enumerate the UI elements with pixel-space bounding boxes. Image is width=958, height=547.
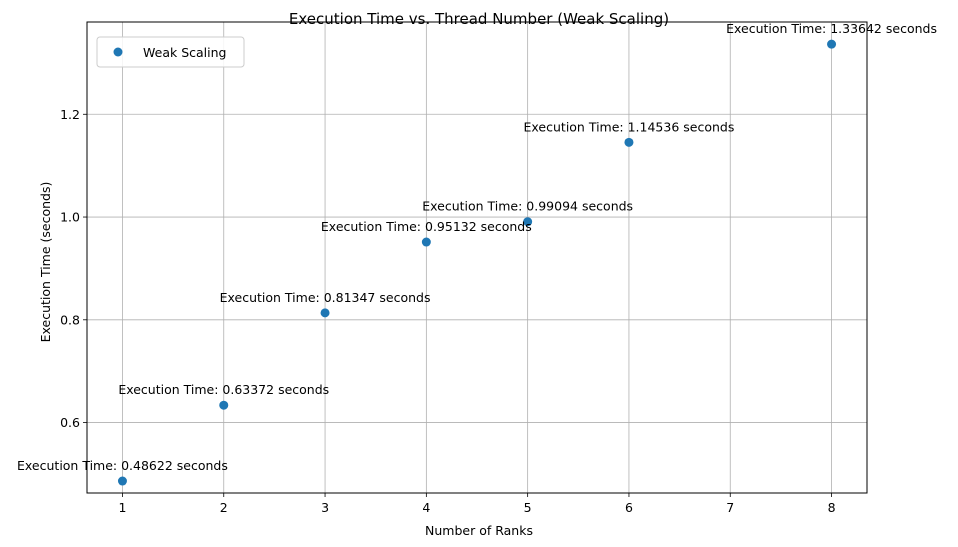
chart-title: Execution Time vs. Thread Number (Weak S…	[289, 10, 669, 28]
data-label: Execution Time: 0.63372 seconds	[118, 382, 329, 397]
grid	[87, 22, 867, 493]
x-tick-label: 8	[828, 500, 836, 515]
y-axis: 0.6 0.8 1.0 1.2	[60, 107, 87, 430]
data-label: Execution Time: 0.95132 seconds	[321, 219, 532, 234]
data-label: Execution Time: 1.14536 seconds	[524, 119, 735, 134]
plot-frame	[86, 21, 868, 494]
data-point	[117, 476, 127, 486]
data-label: Execution Time: 0.48622 seconds	[17, 458, 228, 473]
legend: Weak Scaling	[96, 36, 245, 68]
legend-label: Weak Scaling	[143, 45, 226, 60]
legend-marker	[113, 47, 123, 57]
x-axis: 1 2 3 4 5 6 7 8	[118, 493, 836, 515]
x-tick-label: 6	[625, 500, 633, 515]
x-tick-label: 7	[726, 500, 734, 515]
x-tick-label: 2	[220, 500, 228, 515]
y-tick-label: 1.2	[60, 107, 80, 122]
y-axis-label: Execution Time (seconds)	[38, 182, 53, 343]
data-point	[320, 308, 330, 318]
x-tick-label: 3	[321, 500, 329, 515]
x-tick-label: 4	[422, 500, 430, 515]
data-points	[117, 39, 837, 486]
data-label: Execution Time: 0.99094 seconds	[422, 199, 633, 214]
y-tick-label: 0.8	[60, 312, 80, 327]
data-annotations: Execution Time: 0.48622 seconds Execution…	[17, 21, 937, 473]
x-tick-label: 1	[118, 500, 126, 515]
y-tick-label: 0.6	[60, 415, 80, 430]
x-axis-label: Number of Ranks	[425, 523, 533, 538]
x-tick-label: 5	[524, 500, 532, 515]
data-point	[219, 400, 229, 410]
y-tick-label: 1.0	[60, 210, 80, 225]
data-point	[421, 237, 431, 247]
legend-box	[96, 36, 245, 68]
data-point	[523, 217, 533, 227]
data-label: Execution Time: 1.33642 seconds	[726, 21, 937, 36]
data-point	[624, 137, 634, 147]
data-label: Execution Time: 0.81347 seconds	[220, 290, 431, 305]
data-point	[827, 39, 837, 49]
